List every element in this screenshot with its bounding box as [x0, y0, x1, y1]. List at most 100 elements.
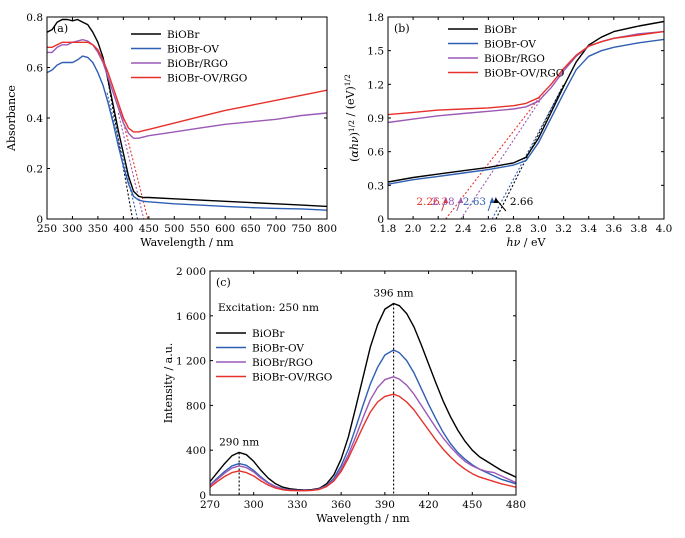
tangent-biobr-ov-rgo	[119, 107, 149, 219]
x-tick-label: 2.6	[480, 223, 497, 235]
peak-label: 290 nm	[219, 436, 259, 448]
series-line-biobr-rgo	[47, 39, 327, 139]
y-tick-label: 0.6	[26, 63, 43, 75]
x-tick-label: 550	[190, 223, 210, 235]
x-tick-label: 1.8	[380, 223, 397, 235]
x-tick-label: 3.8	[631, 223, 648, 235]
annotation-arrowhead	[443, 197, 449, 203]
bandgap-label: 2.66	[510, 196, 534, 208]
x-axis-title: hν / eV	[507, 236, 547, 249]
annotation-arrowhead	[458, 197, 464, 203]
x-tick-label: 300	[244, 499, 264, 511]
y-axis-title: Absorbance	[5, 85, 18, 152]
y-tick-label: 0.9	[367, 113, 384, 125]
legend-entry-biobr-rgo: BiOBr/RGO	[252, 357, 313, 369]
legend: BiOBr BiOBr-OV BiOBr/RGO BiOBr-OV/RGO	[216, 328, 333, 384]
x-axis-title: Wavelength / nm	[140, 236, 234, 249]
y-tick-label: 0.6	[367, 147, 384, 159]
y-tick-label: 2 000	[176, 266, 206, 278]
tangent-biobr-rgo	[460, 93, 546, 219]
peak-label: 396 nm	[374, 287, 414, 299]
chart-panel-c: 290 nm 396 nm 270 300 330 360 390 420 450 480 0 400…	[162, 266, 526, 525]
x-tick-label: 450	[139, 223, 159, 235]
x-tick-label: 250	[37, 223, 57, 235]
panel-label: (b)	[394, 22, 410, 35]
x-tick-label: 2.8	[505, 223, 522, 235]
legend-entry-biobr-rgo: BiOBr/RGO	[484, 53, 545, 65]
x-tick-label: 390	[375, 499, 395, 511]
legend: BiOBr BiOBr-OV BiOBr/RGO BiOBr-OV/RGO	[448, 24, 565, 80]
panel-label: (c)	[216, 276, 231, 289]
x-tick-label: 650	[241, 223, 261, 235]
x-tick-label: 2.4	[455, 223, 472, 235]
annotation-arrowhead	[493, 197, 499, 203]
series-line-biobr-rgo	[210, 376, 516, 492]
x-tick-label: 3.4	[580, 223, 597, 235]
panel-label: (a)	[53, 22, 68, 35]
x-tick-label: 3.2	[555, 223, 572, 235]
bandgap-label: 2.63	[463, 196, 486, 208]
x-axis-title: Wavelength / nm	[316, 512, 410, 525]
y-tick-label: 1.5	[367, 46, 384, 58]
x-tick-label: 350	[88, 223, 108, 235]
y-tick-label: 0.3	[367, 180, 384, 192]
y-tick-label: 1 200	[176, 356, 206, 368]
x-tick-label: 270	[200, 499, 220, 511]
legend-entry-biobr-rgo: BiOBr/RGO	[167, 58, 228, 70]
x-tick-label: 400	[113, 223, 133, 235]
legend: BiOBr BiOBr-OV BiOBr/RGO BiOBr-OV/RGO	[131, 29, 248, 85]
series-line-biobr-ov	[47, 55, 327, 211]
x-tick-label: 420	[419, 499, 439, 511]
legend-title: Excitation: 250 nm	[218, 302, 319, 314]
legend-entry-biobr: BiOBr	[167, 29, 200, 41]
series-line-biobr	[210, 302, 516, 491]
y-tick-label: 1.2	[367, 79, 384, 91]
x-tick-label: 300	[62, 223, 82, 235]
x-tick-label: 330	[287, 499, 307, 511]
x-tick-label: 3.6	[605, 223, 622, 235]
tangent-biobr	[495, 84, 565, 219]
y-tick-label: 1.8	[367, 12, 384, 24]
y-tick-label: 0.2	[26, 164, 43, 176]
legend-entry-biobr-ov: BiOBr-OV	[167, 44, 219, 56]
series-line-biobr-ov	[388, 38, 664, 185]
series-line-biobr-ov-rgo	[388, 30, 664, 116]
legend-entry-biobr-ov-rgo: BiOBr-OV/RGO	[252, 372, 333, 384]
legend-entry-biobr: BiOBr	[484, 24, 517, 36]
y-tick-label: 1 600	[176, 311, 206, 323]
x-tick-label: 4.0	[656, 223, 673, 235]
legend-entry-biobr-ov: BiOBr-OV	[252, 343, 304, 355]
legend-entry-biobr: BiOBr	[252, 328, 285, 340]
x-tick-label: 700	[266, 223, 286, 235]
legend-entry-biobr-ov: BiOBr-OV	[484, 39, 536, 51]
plot-frame	[209, 270, 517, 496]
x-tick-label: 480	[506, 499, 526, 511]
series-line-biobr-ov-rgo	[47, 41, 327, 133]
tangent-lines	[445, 84, 565, 219]
x-tick-label: 800	[317, 223, 337, 235]
x-tick-label: 2.0	[405, 223, 422, 235]
x-tick-label: 450	[462, 499, 482, 511]
legend-entry-biobr-ov-rgo: BiOBr-OV/RGO	[167, 73, 248, 85]
legend-entry-biobr-ov-rgo: BiOBr-OV/RGO	[484, 68, 565, 80]
x-tick-label: 500	[164, 223, 184, 235]
x-tick-label: 360	[331, 499, 351, 511]
series-line-biobr	[388, 20, 664, 183]
bandgap-label: 2.26	[416, 196, 440, 208]
tangent-biobr-rgo	[117, 112, 145, 219]
y-tick-label: 0.4	[26, 113, 43, 125]
tangent-biobr-ov	[106, 92, 139, 219]
x-tick-label: 3.0	[530, 223, 547, 235]
y-tick-label: 800	[186, 400, 206, 412]
tangent-biobr-ov	[491, 89, 562, 219]
y-tick-label: 0.8	[26, 12, 43, 24]
y-tick-label: 0	[377, 214, 384, 226]
x-tick-label: 2.2	[430, 223, 447, 235]
x-tick-label: 600	[215, 223, 235, 235]
tangent-biobr-ov-rgo	[445, 95, 542, 219]
y-axis-title: (αhν)1/2 / (eV)1/2	[343, 74, 361, 162]
y-tick-label: 400	[186, 445, 206, 457]
series-line-biobr-ov	[210, 349, 516, 491]
annotation-arrowhead	[489, 197, 495, 203]
chart-panel-a: 250 300 350 400 450 500 550 600 650 700 750 800 0 0.2…	[5, 12, 337, 249]
